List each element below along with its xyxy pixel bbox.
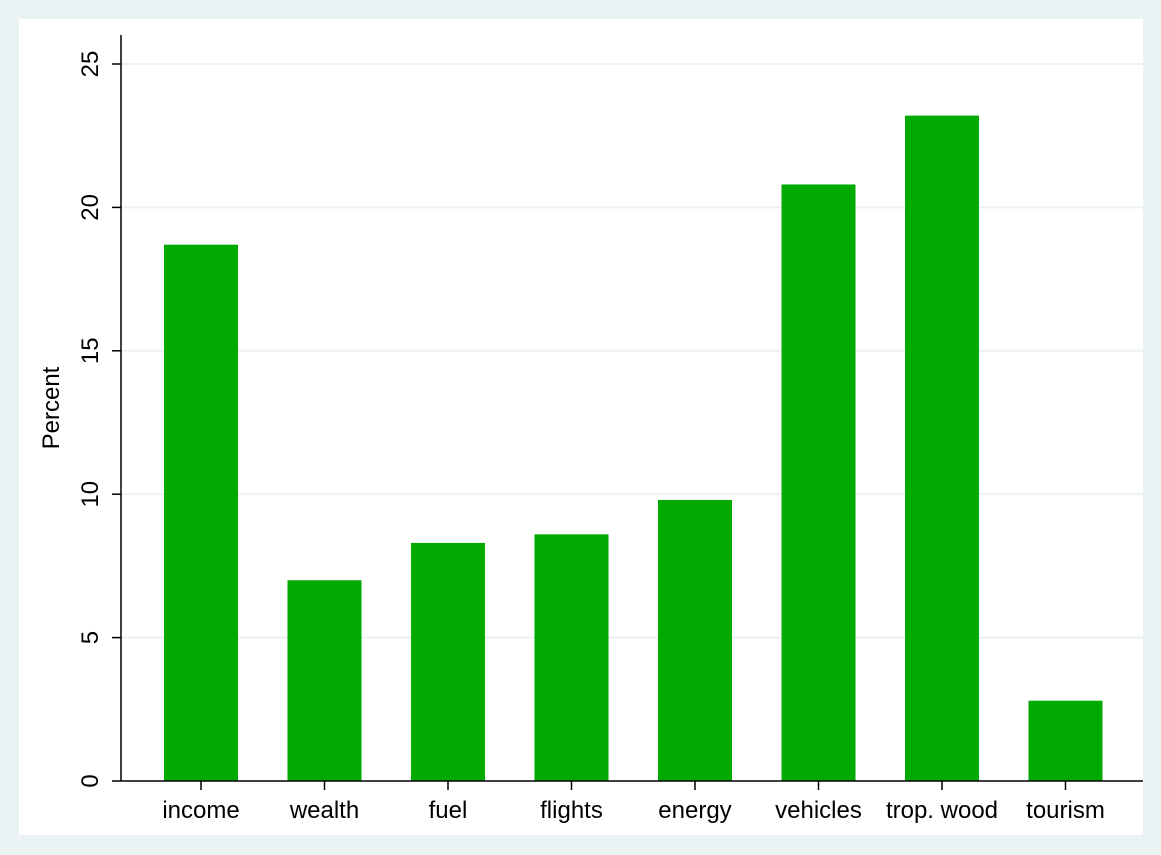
y-tick-label: 5 [77, 631, 104, 644]
x-category-label: income [162, 797, 239, 824]
y-tick-label: 15 [77, 337, 104, 364]
bar-wealth [287, 580, 362, 781]
x-category-labels: income wealth fuel flights energy vehicles tro… [162, 781, 1105, 824]
y-tick-label: 20 [77, 194, 104, 221]
x-category-label: trop. wood [886, 797, 998, 824]
x-category-label: flights [540, 797, 603, 824]
x-category-label: vehicles [775, 797, 862, 824]
bar-income [164, 244, 238, 781]
y-ticks: 0 5 10 15 20 25 [77, 51, 121, 788]
x-category-label: fuel [429, 797, 468, 824]
bar-trop-wood [905, 115, 979, 781]
bars [164, 115, 1103, 781]
bar-fuel [411, 542, 485, 781]
y-axis-label: Percent [38, 366, 65, 449]
x-category-label: tourism [1026, 797, 1105, 824]
bar-flights [534, 534, 609, 781]
y-tick-label: 25 [77, 51, 104, 78]
bar-vehicles [781, 184, 856, 781]
x-category-label: energy [658, 797, 731, 824]
y-tick-label: 10 [77, 481, 104, 508]
x-category-label: wealth [289, 797, 359, 824]
bar-tourism [1028, 700, 1103, 781]
y-tick-label: 0 [77, 774, 104, 787]
bar-energy [658, 499, 732, 781]
